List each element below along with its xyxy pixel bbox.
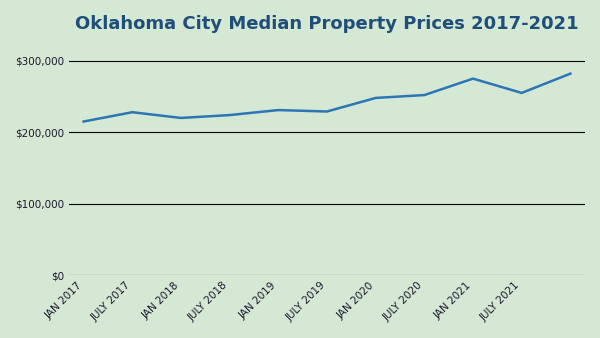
Title: Oklahoma City Median Property Prices 2017-2021: Oklahoma City Median Property Prices 201… [75, 15, 579, 33]
